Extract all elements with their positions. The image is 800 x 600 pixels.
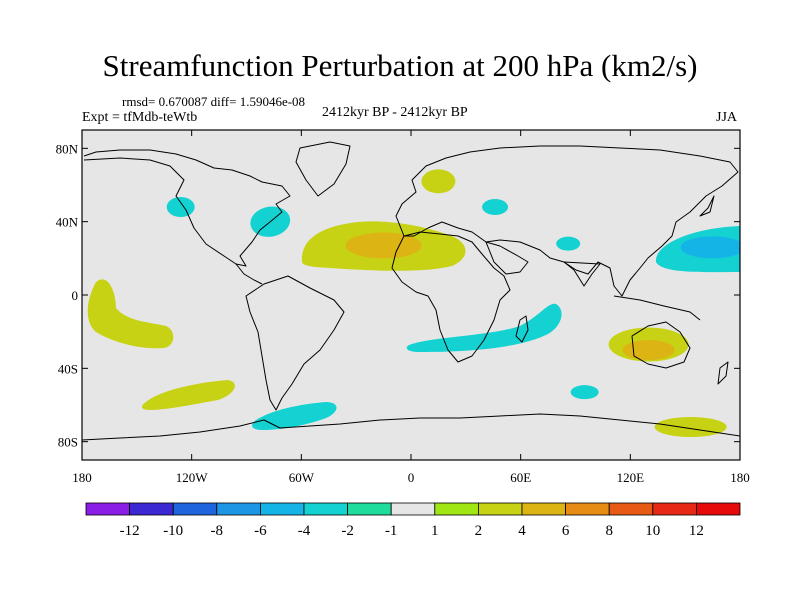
colorbar-label: 12 bbox=[689, 523, 704, 539]
colorbar-label: 8 bbox=[605, 523, 613, 539]
colorbar-label: 6 bbox=[562, 523, 570, 539]
y-tick-label: 80S bbox=[58, 435, 78, 450]
x-tick-label: 180 bbox=[72, 470, 92, 485]
colorbar-label: 4 bbox=[518, 523, 526, 539]
colorbar-swatch bbox=[85, 502, 130, 516]
coast-south-america bbox=[245, 275, 345, 411]
coast-australia bbox=[631, 321, 691, 369]
colorbar-label: -8 bbox=[211, 523, 224, 539]
anomaly-core-australia bbox=[622, 340, 675, 360]
coastline-layer bbox=[82, 141, 740, 441]
y-tick-label: 80N bbox=[56, 141, 79, 156]
period-label: 2412kyr BP - 2412kyr BP bbox=[322, 105, 468, 120]
colorbar-label: -1 bbox=[385, 523, 398, 539]
x-tick-label: 60W bbox=[289, 470, 315, 485]
x-tick-label: 0 bbox=[408, 470, 415, 485]
anomaly-region-pacific-north bbox=[166, 197, 195, 217]
colorbar-swatch bbox=[259, 502, 305, 516]
anomaly-region-eastern-europe bbox=[482, 199, 509, 215]
season-label: JJA bbox=[716, 110, 738, 125]
colorbar-swatch bbox=[521, 502, 566, 516]
colorbar-label: 2 bbox=[475, 523, 483, 539]
y-tick-label: 40S bbox=[58, 361, 78, 376]
colorbar-swatch bbox=[565, 502, 610, 516]
page-title: Streamfunction Perturbation at 200 hPa (… bbox=[102, 48, 698, 83]
coast-greenland bbox=[295, 141, 351, 197]
colorbar-swatch bbox=[129, 502, 174, 516]
anomaly-region-antarctica-pacific bbox=[654, 417, 727, 437]
y-tick-label: 0 bbox=[72, 288, 79, 303]
colorbar-swatch bbox=[477, 502, 523, 516]
coast-antarctica bbox=[82, 413, 740, 441]
anomaly-region-central-asia bbox=[556, 236, 581, 251]
colorbar-swatch bbox=[434, 502, 479, 516]
anomaly-region-east-pacific-tropical bbox=[87, 279, 174, 349]
colorbar-swatch bbox=[216, 502, 261, 516]
colorbar-label: -6 bbox=[254, 523, 267, 539]
colorbar-swatch bbox=[347, 502, 392, 516]
colorbar-label: -12 bbox=[120, 523, 140, 539]
coast-north-america bbox=[83, 149, 291, 267]
y-tick-label: 40N bbox=[56, 215, 79, 230]
colorbar-label: 1 bbox=[431, 523, 439, 539]
colorbar-label: -2 bbox=[341, 523, 354, 539]
x-tick-label: 180 bbox=[730, 470, 750, 485]
colorbar-label: -10 bbox=[163, 523, 183, 539]
coast-arabia bbox=[485, 241, 529, 275]
colorbar-swatch bbox=[303, 502, 348, 516]
coast-new-zealand bbox=[717, 361, 729, 385]
coast-japan bbox=[699, 195, 715, 217]
colorbar-swatch bbox=[696, 502, 741, 516]
rmsd-stats: rmsd= 0.670087 diff= 1.59046e-08 bbox=[122, 94, 306, 109]
colorbar-label: -4 bbox=[298, 523, 311, 539]
colorbar-label: 10 bbox=[645, 523, 660, 539]
plot-background bbox=[82, 130, 740, 460]
colorbar-swatch bbox=[652, 502, 697, 516]
colorbar-swatch bbox=[172, 502, 218, 516]
colorbar-swatch bbox=[390, 502, 436, 516]
x-tick-label: 120W bbox=[176, 470, 209, 485]
coast-africa bbox=[391, 231, 511, 363]
anomaly-region-scandinavia bbox=[421, 169, 456, 194]
experiment-label: Expt = tfMdb-teWtb bbox=[82, 110, 198, 125]
anomaly-core-west-pacific bbox=[680, 236, 740, 259]
anomaly-region-south-indian bbox=[570, 385, 599, 400]
coast-eurasia bbox=[395, 145, 739, 297]
coast-indonesia bbox=[613, 295, 701, 321]
x-tick-label: 120E bbox=[617, 470, 645, 485]
axes-layer: 80N 40N 0 40S 80S 180 120W 60W 0 60E 120E 180 bbox=[56, 130, 750, 485]
coast-madagascar bbox=[515, 315, 529, 343]
coast-central-america bbox=[235, 263, 263, 285]
colorbar: -12 -10 -8 -6 -4 -2 -1 1 2 4 6 8 10 12 bbox=[85, 502, 741, 539]
anomaly-region-south-pacific bbox=[141, 380, 235, 410]
anomaly-region-drake-passage bbox=[252, 402, 337, 430]
coast-india bbox=[563, 261, 601, 287]
colorbar-swatch bbox=[608, 502, 654, 516]
x-tick-label: 60E bbox=[510, 470, 531, 485]
